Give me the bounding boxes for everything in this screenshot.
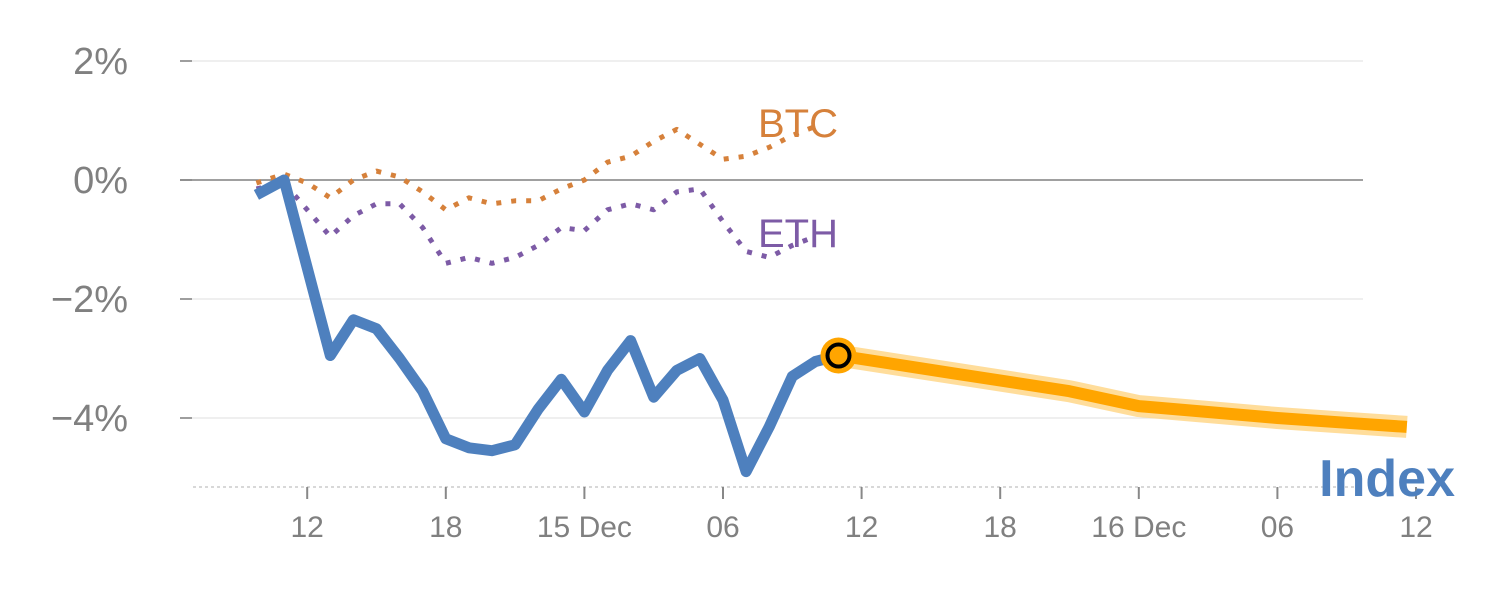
series-line-eth <box>255 180 817 266</box>
x-tick-label-4: 12 <box>845 511 878 544</box>
x-tick-label-5: 18 <box>984 511 1017 544</box>
x-tick-label-3: 06 <box>706 511 739 544</box>
series-label-index: Index <box>1319 450 1455 508</box>
y-tick-label-3: −4% <box>51 398 128 440</box>
x-tick-label-1: 18 <box>429 511 462 544</box>
y-tick-label-1: 0% <box>73 160 128 202</box>
x-tick-label-6: 16 Dec <box>1091 511 1186 544</box>
series-layer <box>253 124 1408 478</box>
series-line-index <box>253 174 840 478</box>
current-marker-ring <box>825 342 852 369</box>
x-tick-label-8: 12 <box>1399 511 1432 544</box>
x-tick-label-2: 15 Dec <box>537 511 632 544</box>
x-tick-label-7: 06 <box>1261 511 1294 544</box>
y-tick-label-0: 2% <box>73 41 128 83</box>
series-line-btc <box>255 124 817 213</box>
label-layer: BTC ETH Index <box>758 102 1455 508</box>
series-label-btc: BTC <box>758 102 838 146</box>
series-line-index-forecast <box>837 349 1408 433</box>
y-tick-label-2: −2% <box>51 279 128 321</box>
series-label-eth: ETH <box>758 212 838 256</box>
axis-layer: 2% 0% −2% −4% 12 18 15 Dec 06 12 18 16 Dec 06 12 <box>51 41 1433 544</box>
x-tick-label-0: 12 <box>291 511 324 544</box>
